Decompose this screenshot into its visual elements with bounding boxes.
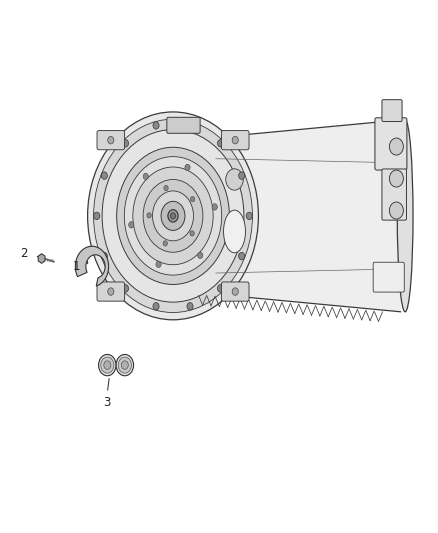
Circle shape xyxy=(389,138,403,155)
Circle shape xyxy=(232,136,238,144)
Circle shape xyxy=(232,288,238,295)
FancyBboxPatch shape xyxy=(373,262,404,292)
Circle shape xyxy=(156,261,161,268)
FancyBboxPatch shape xyxy=(97,282,124,301)
Circle shape xyxy=(104,361,111,369)
Circle shape xyxy=(212,204,217,210)
Circle shape xyxy=(185,164,190,171)
Circle shape xyxy=(143,180,203,252)
Circle shape xyxy=(122,285,128,292)
FancyBboxPatch shape xyxy=(97,131,124,150)
Circle shape xyxy=(147,213,151,218)
Circle shape xyxy=(190,231,194,236)
Circle shape xyxy=(239,172,245,179)
Circle shape xyxy=(168,209,178,222)
FancyBboxPatch shape xyxy=(382,100,402,122)
Polygon shape xyxy=(228,120,401,312)
Circle shape xyxy=(116,354,134,376)
Circle shape xyxy=(153,303,159,310)
FancyBboxPatch shape xyxy=(375,118,407,170)
Circle shape xyxy=(94,119,252,312)
Circle shape xyxy=(102,130,244,302)
Circle shape xyxy=(239,253,245,260)
Circle shape xyxy=(129,222,134,228)
Circle shape xyxy=(121,361,128,369)
Circle shape xyxy=(226,169,243,190)
Circle shape xyxy=(198,252,203,259)
Text: 2: 2 xyxy=(20,247,28,260)
Circle shape xyxy=(164,185,168,191)
Ellipse shape xyxy=(223,210,245,253)
Polygon shape xyxy=(75,246,109,286)
Circle shape xyxy=(143,173,148,180)
Circle shape xyxy=(191,197,195,202)
Circle shape xyxy=(124,157,222,275)
Circle shape xyxy=(108,288,114,295)
Circle shape xyxy=(163,241,167,246)
Ellipse shape xyxy=(397,120,413,312)
Circle shape xyxy=(122,140,128,147)
Circle shape xyxy=(187,122,193,129)
Circle shape xyxy=(187,303,193,310)
Circle shape xyxy=(170,213,176,219)
Circle shape xyxy=(101,357,114,373)
Polygon shape xyxy=(38,254,45,263)
Circle shape xyxy=(99,354,116,376)
Circle shape xyxy=(153,122,159,129)
FancyBboxPatch shape xyxy=(167,117,200,133)
Text: 3: 3 xyxy=(104,396,111,409)
FancyBboxPatch shape xyxy=(222,131,249,150)
Circle shape xyxy=(94,212,100,220)
Circle shape xyxy=(218,285,224,292)
Circle shape xyxy=(133,167,213,265)
Circle shape xyxy=(118,357,131,373)
Circle shape xyxy=(101,253,107,260)
Circle shape xyxy=(152,191,194,241)
Circle shape xyxy=(108,136,114,144)
Circle shape xyxy=(88,112,258,320)
Circle shape xyxy=(117,147,230,285)
Circle shape xyxy=(101,172,107,179)
Circle shape xyxy=(389,202,403,219)
Circle shape xyxy=(246,212,252,220)
FancyBboxPatch shape xyxy=(382,169,406,220)
FancyBboxPatch shape xyxy=(222,282,249,301)
Text: 1: 1 xyxy=(73,260,81,273)
Circle shape xyxy=(389,170,403,187)
Circle shape xyxy=(161,201,185,230)
Circle shape xyxy=(218,140,224,147)
